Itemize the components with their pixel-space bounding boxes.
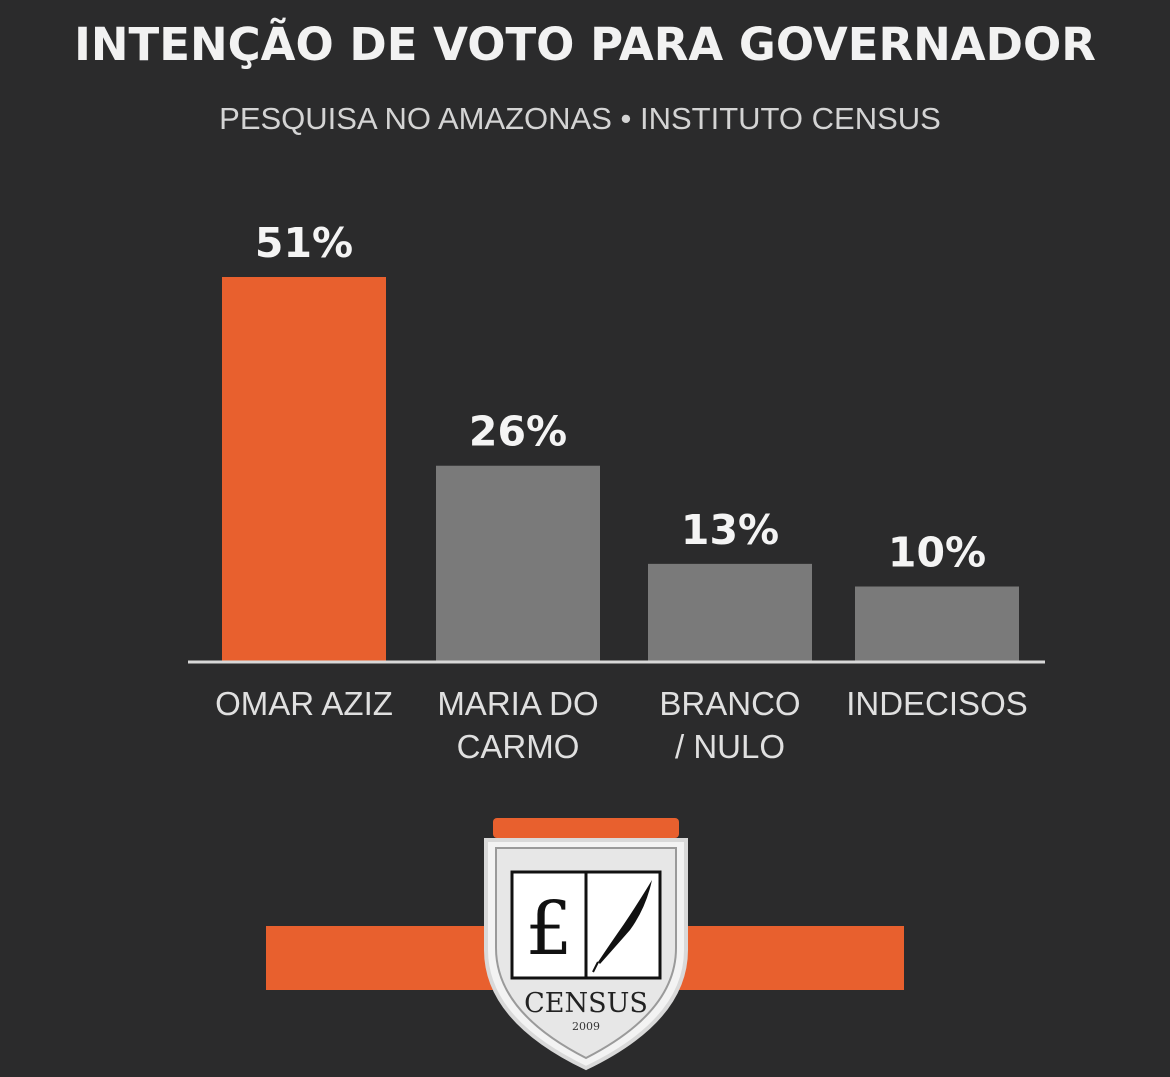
bar-2 — [648, 563, 812, 662]
bar-0 — [222, 277, 386, 662]
category-label-3-0: INDECISOS — [846, 685, 1028, 722]
open-book-with-quill-icon: £ — [510, 870, 662, 980]
logo-year: 2009 — [572, 1020, 600, 1033]
bar-value-label-3: 10% — [888, 529, 986, 577]
chart-subtitle: PESQUISA NO AMAZONAS • INSTITUTO CENSUS — [219, 101, 941, 136]
bar-chart: 51% OMAR AZIZ 26% MARIA DO CARMO 13% BRANCO / N… — [188, 219, 1045, 765]
bar-1 — [436, 465, 600, 662]
logo-name: CENSUS — [524, 988, 648, 1019]
bar-3 — [855, 586, 1019, 662]
logo-top-bar — [493, 818, 679, 838]
svg-text:£: £ — [525, 886, 572, 972]
category-label-2-0: BRANCO — [659, 685, 800, 722]
bar-value-label-0: 51% — [255, 219, 353, 267]
chart-title: INTENÇÃO DE VOTO PARA GOVERNADOR — [74, 18, 1096, 71]
category-label-1-0: MARIA DO — [437, 685, 598, 722]
bar-value-label-2: 13% — [681, 506, 779, 554]
bar-value-label-1: 26% — [469, 408, 567, 456]
category-label-2-1: / NULO — [675, 728, 785, 765]
category-label-0-0: OMAR AZIZ — [215, 685, 393, 722]
category-label-1-1: CARMO — [457, 728, 580, 765]
